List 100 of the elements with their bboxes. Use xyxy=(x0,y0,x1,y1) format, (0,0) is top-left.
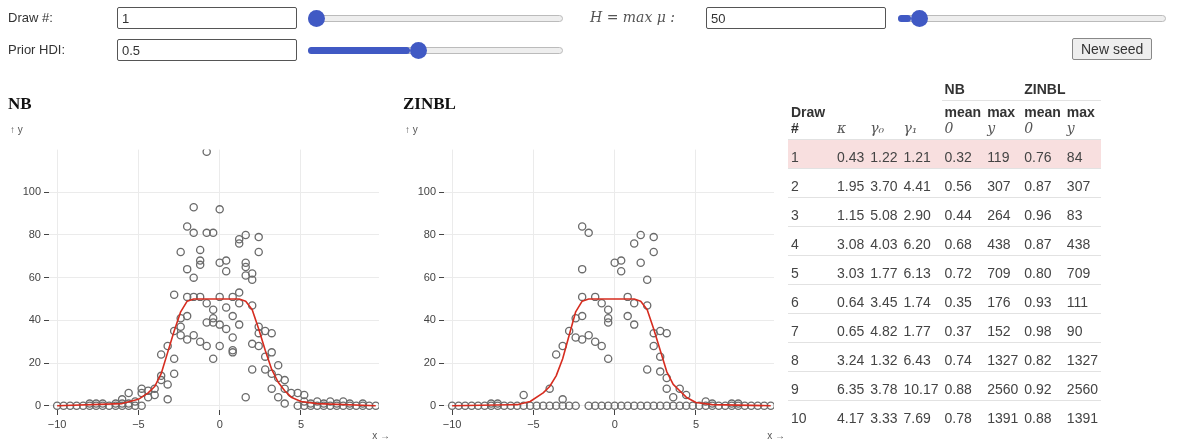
data-label: 152 xyxy=(984,313,1022,343)
point xyxy=(740,401,749,410)
point xyxy=(590,401,600,410)
point xyxy=(545,401,554,410)
point xyxy=(681,390,691,400)
point xyxy=(649,247,658,257)
point xyxy=(564,401,574,410)
y-tick-label: 0 xyxy=(34,398,41,411)
data-label: 3.33 xyxy=(867,400,901,429)
data-label: 119 xyxy=(984,139,1022,169)
point xyxy=(551,350,561,359)
point xyxy=(642,301,652,310)
data-label: 6.20 xyxy=(900,226,942,256)
y-tick-label: 2 xyxy=(788,168,834,198)
data-label: 0.87 xyxy=(1021,226,1064,256)
data-label: 0.37 xyxy=(941,313,985,343)
y-tick-label: 100 xyxy=(417,185,436,198)
point xyxy=(616,256,626,265)
y-tick-label: 10 xyxy=(788,400,834,429)
point xyxy=(597,401,606,410)
point xyxy=(753,401,762,410)
x-tick-label: −10 xyxy=(47,417,67,430)
x-axis-title: x → xyxy=(767,430,785,441)
data-label: 3.08 xyxy=(834,226,868,256)
data-label: 4.41 xyxy=(900,168,942,198)
data-label: 0.74 xyxy=(941,342,985,372)
point xyxy=(655,367,665,376)
point xyxy=(519,401,528,410)
point xyxy=(571,401,580,410)
data-label: 1.21 xyxy=(900,139,942,169)
data-label: 3.78 xyxy=(867,371,901,401)
data-label: 709 xyxy=(984,255,1022,285)
point xyxy=(649,328,658,338)
data-label: 264 xyxy=(984,197,1022,227)
text: Prior HDI: xyxy=(8,42,66,57)
y-tick-label: 20 xyxy=(423,356,436,369)
data-label: 0.68 xyxy=(941,226,985,256)
x-tick-label: 0 xyxy=(216,417,223,430)
point xyxy=(616,401,626,410)
point xyxy=(610,258,619,267)
point xyxy=(571,333,580,342)
y-tick-label: 3 xyxy=(788,197,834,227)
data-label: 438 xyxy=(1063,226,1102,256)
y-tick-label: 6 xyxy=(788,284,834,314)
data-label: 4.17 xyxy=(834,400,868,429)
point xyxy=(590,292,600,302)
text: NB xyxy=(941,78,1022,101)
point xyxy=(590,337,600,346)
y-axis-title: ↑ y xyxy=(405,124,418,135)
y-tick-label: 80 xyxy=(28,228,41,241)
data-label: 2560 xyxy=(984,371,1022,401)
x-tick-label: κ xyxy=(837,120,847,136)
point xyxy=(714,401,723,410)
y-tick-label: 60 xyxy=(28,270,41,283)
point xyxy=(499,401,509,410)
data-label: 0.72 xyxy=(941,255,985,285)
x-tick-label: γ₀ xyxy=(870,120,885,136)
data-label: 84 xyxy=(1063,139,1102,169)
data-label: 0.56 xyxy=(941,168,985,198)
data-label: 0.65 xyxy=(834,313,868,343)
point xyxy=(720,401,730,410)
data-label: 176 xyxy=(984,284,1022,314)
data-label: 1.22 xyxy=(867,139,901,169)
y-tick-label: 40 xyxy=(423,313,436,326)
data-label: 0.64 xyxy=(834,284,868,314)
y-axis-title: Draw # xyxy=(790,103,827,138)
point xyxy=(629,299,639,308)
point xyxy=(636,401,645,410)
data-label: 307 xyxy=(984,168,1022,198)
data-label: 0.35 xyxy=(941,284,985,314)
point xyxy=(610,401,619,410)
data-label: 4.82 xyxy=(867,313,901,343)
text: Draw #: xyxy=(8,10,53,25)
point xyxy=(681,401,691,410)
data-label: 5.08 xyxy=(867,197,901,227)
data-label: 3.70 xyxy=(867,168,901,198)
x-tick-label: 5 xyxy=(692,417,700,430)
point xyxy=(629,401,639,410)
text: 50 xyxy=(706,7,886,29)
point xyxy=(642,275,652,285)
point xyxy=(623,292,632,302)
point xyxy=(701,401,710,410)
point xyxy=(558,401,567,410)
point xyxy=(662,384,671,393)
data-label: 3.24 xyxy=(834,342,868,372)
point xyxy=(454,401,463,410)
x-tick-label: mean 0 xyxy=(944,104,982,136)
data-label: 1.32 xyxy=(867,342,901,372)
point xyxy=(584,331,593,340)
data-label: 111 xyxy=(1063,284,1102,314)
y-tick-label: 1 xyxy=(788,139,834,169)
point xyxy=(603,313,613,323)
y-tick-label: 8 xyxy=(788,342,834,372)
data-label: 307 xyxy=(1063,168,1102,198)
data-label: 709 xyxy=(1063,255,1102,285)
data-label: 83 xyxy=(1063,197,1102,227)
data-label: 2560 xyxy=(1063,371,1102,401)
point xyxy=(577,335,587,344)
point xyxy=(558,341,567,351)
y-tick-label: 7 xyxy=(788,313,834,343)
